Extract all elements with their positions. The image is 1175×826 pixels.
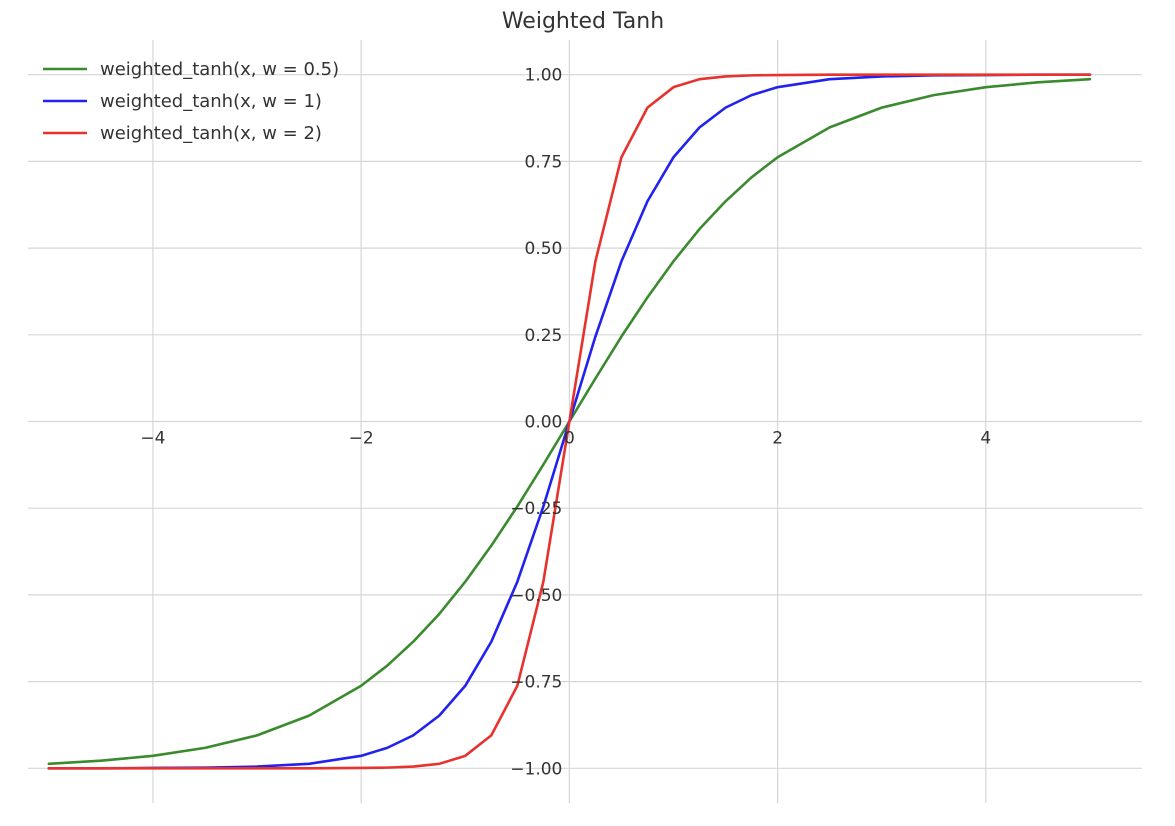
series-lines (47, 73, 1092, 770)
chart-title: Weighted Tanh (502, 9, 664, 34)
y-tick-label: −0.50 (510, 586, 562, 606)
x-tick-label: −4 (140, 429, 165, 449)
x-tick-label: 4 (980, 429, 991, 449)
y-tick-label: −0.75 (510, 673, 562, 693)
series-line-3 (47, 73, 1092, 770)
y-tick-label: 0.00 (525, 413, 563, 433)
x-tick-label: −2 (349, 429, 374, 449)
y-tick-label: 0.75 (525, 152, 563, 172)
x-tick-label: 0 (564, 429, 575, 449)
y-tick-label: −1.00 (510, 759, 562, 779)
legend-label-3: weighted_tanh(x, w = 2) (100, 123, 322, 144)
y-tick-label: 0.25 (525, 326, 563, 346)
legend-label-1: weighted_tanh(x, w = 0.5) (100, 59, 339, 80)
x-tick-label: 2 (772, 429, 783, 449)
y-tick-label: 1.00 (525, 66, 563, 86)
grid-lines (28, 40, 1142, 803)
y-tick-label: −0.25 (510, 499, 562, 519)
legend-label-2: weighted_tanh(x, w = 1) (100, 91, 322, 112)
y-tick-label: 0.50 (525, 239, 563, 259)
legend: weighted_tanh(x, w = 0.5) weighted_tanh(x… (43, 59, 339, 144)
tick-labels: −4 −2 0 2 4 −1.00 −0.75 −0.50 −0.25 0.00 0.25 0.50 0… (140, 66, 991, 780)
